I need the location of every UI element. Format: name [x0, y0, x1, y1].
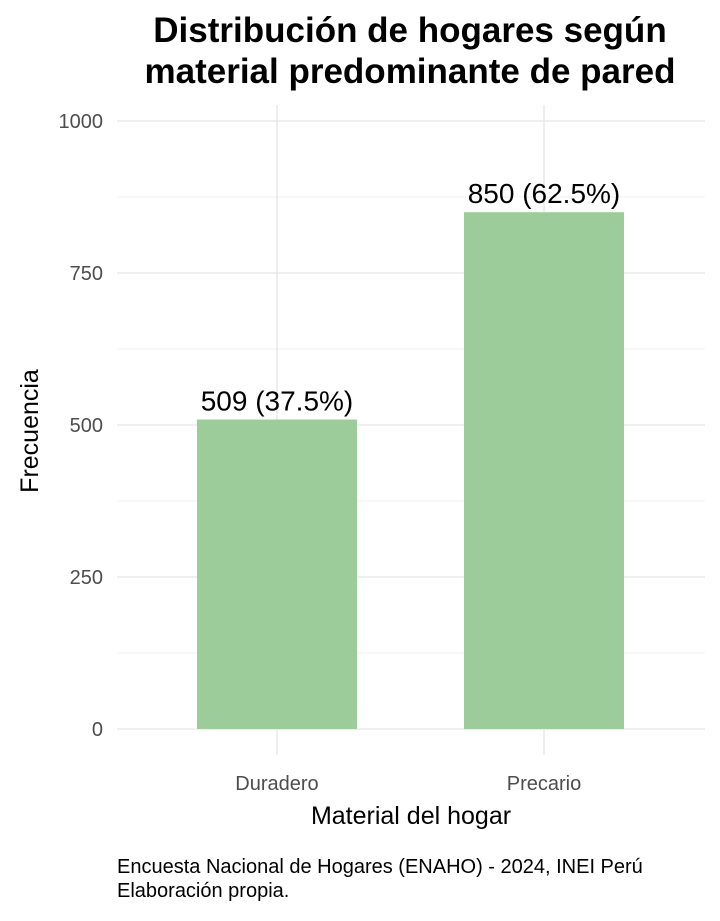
y-tick-label: 1000: [59, 111, 104, 133]
bar-duradero: [197, 419, 357, 729]
x-axis-tick-labels: Duradero Precario: [235, 773, 581, 795]
caption-line-source: Encuesta Nacional de Hogares (ENAHO) - 2…: [117, 856, 643, 878]
x-tick-label: Precario: [507, 773, 581, 795]
y-axis-tick-labels: 0 250 500 750 1000: [59, 111, 104, 741]
bar-label-duradero: 509 (37.5%): [201, 386, 354, 417]
bar-label-precario: 850 (62.5%): [468, 178, 621, 209]
y-tick-label: 0: [92, 719, 103, 741]
y-axis-title: Frecuencia: [16, 369, 44, 493]
x-axis-title: Material del hogar: [311, 802, 511, 830]
bar-labels: 509 (37.5%) 850 (62.5%): [201, 178, 621, 416]
y-tick-label: 250: [70, 567, 103, 589]
bar-precario: [464, 212, 624, 729]
caption-line-authorship: Elaboración propia.: [117, 880, 290, 902]
y-tick-label: 500: [70, 415, 103, 437]
y-tick-label: 750: [70, 263, 103, 285]
chart-title: Distribución de hogares según material p…: [144, 11, 676, 91]
bars: [197, 212, 624, 729]
chart-caption: Encuesta Nacional de Hogares (ENAHO) - 2…: [117, 855, 720, 903]
x-tick-label: Duradero: [235, 773, 318, 795]
